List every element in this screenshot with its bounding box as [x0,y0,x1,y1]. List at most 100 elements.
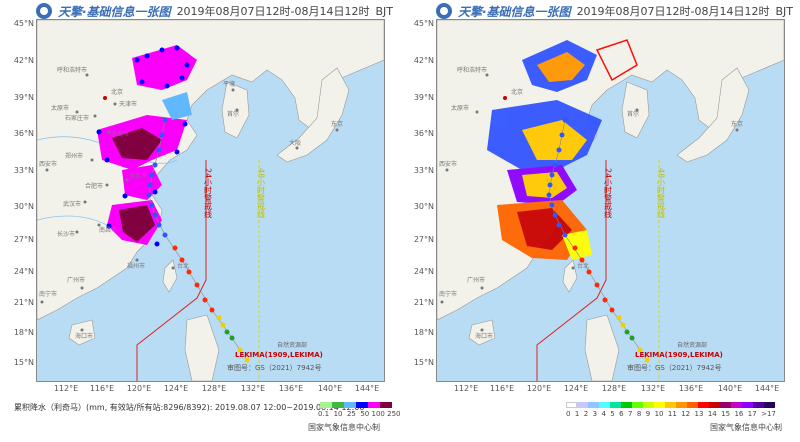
city-label: 东京 [331,120,343,128]
lon-label: 124°E [563,384,589,393]
city-label: 呼和浩特市 [457,66,487,74]
legend-swatch [665,402,676,408]
warning-24h-label: 24小时警戒线 [604,168,613,218]
legend-swatch [742,402,753,408]
credit-left: 国家气象信息中心制 [308,423,380,432]
city-label: 北京 [111,88,123,96]
legend-tick: 10 [333,410,343,418]
timezone: BJT [375,4,394,18]
legend-tick: 1 [574,410,580,418]
legend-swatch [332,402,344,408]
lat-label: 39°N [13,93,34,102]
city-label: 武汉市 [63,200,81,208]
lat-label: 21°N [13,298,34,307]
city-label: 南宁市 [439,290,457,298]
city-label: 首尔 [227,110,239,118]
legend-swatch [709,402,720,408]
lon-label: 116°E [489,384,515,393]
pub-note: 自然资源部 [677,341,707,349]
city-label: 太原市 [51,104,69,112]
legend-tick: 16 [734,410,744,418]
lat-label: 36°N [13,129,34,138]
warning-24h-label: 24小时警戒线 [204,168,213,218]
legend-tick: 6 [619,410,624,418]
lon-label: 132°E [640,384,666,393]
city-label: 北京 [511,88,523,96]
pub-note: 自然资源部 [277,341,307,349]
lat-label: 18°N [413,328,434,337]
lon-label: 124°E [163,384,189,393]
lon-label: 128°E [601,384,627,393]
legend-swatch [320,402,332,408]
city-label: 西安市 [439,160,457,168]
typhoon-label: LEKIMA(1909,LEKIMA) [235,351,323,359]
lat-label: 33°N [13,166,34,175]
lon-label: 132°E [240,384,266,393]
lat-label: 24°N [13,267,34,276]
wind-legend-ticks: 0 1 2 3 4 5 6 7 8 9 10 11 12 13 14 15 16… [566,410,776,418]
legend-swatch [764,402,775,408]
city-label: 太原市 [451,104,469,112]
warning-48h-label: 48小时警戒线 [657,168,666,218]
lon-label: 128°E [201,384,227,393]
precip-legend-ticks: 0.1 10 25 50 100 250 [318,410,400,418]
lat-label: 21°N [413,298,434,307]
city-label: 海口市 [475,332,493,340]
city-label: 呼和浩特市 [57,66,87,74]
precipitation-map[interactable]: 24小时警戒线 48小时警戒线 LEKIMA(1909,LEKIMA) [36,19,385,382]
legend-swatch [676,402,687,408]
credit-right: 国家气象信息中心制 [710,423,782,432]
time-range: 2019年08月07日12时-08月14日12时 [576,5,770,18]
legend-swatch [588,402,599,408]
lat-label: 39°N [413,93,434,102]
legend-tick: 5 [610,410,615,418]
legend-swatch [753,402,764,408]
legend-tick: 8 [636,410,642,418]
wind-map[interactable]: 24小时警戒线 48小时警戒线 LEKIMA(1909,LEKIMA) 自然资源… [436,19,785,382]
legend-tick: 0 [566,410,571,418]
chart-number: 审图号：GS（2021）7942号 [627,363,722,372]
lat-label: 30°N [413,202,434,211]
legend-swatch [380,402,392,408]
city-label: 福州市 [127,262,145,270]
legend-swatch [610,402,621,408]
city-label: 海口市 [75,332,93,340]
city-label: 长沙市 [57,230,75,238]
legend-tick: 25 [346,410,356,418]
city-label: 平壤 [223,80,235,88]
map-canvas: 24小时警戒线 48小时警戒线 LEKIMA(1909,LEKIMA) [37,20,384,381]
legend-tick: 9 [645,410,651,418]
lon-label: 144°E [754,384,780,393]
city-label: 合肥市 [85,182,103,190]
weather-logo-icon [436,3,452,19]
lon-label: 140°E [317,384,343,393]
legend-tick: 14 [707,410,717,418]
legend-tick: 2 [583,410,589,418]
city-label: 大阪 [289,139,301,147]
city-label: 东京 [731,120,743,128]
city-label: 天津市 [119,100,137,108]
lat-label: 45°N [413,19,434,28]
city-label: 济南市 [111,130,129,138]
city-label: 南昌市 [99,226,117,234]
lon-label: 112°E [453,384,479,393]
legend-swatch [344,402,356,408]
city-label: 石家庄市 [65,114,89,122]
brand-title: 天擎·基础信息一张图 [458,4,571,19]
legend-swatch [621,402,632,408]
lat-label: 27°N [413,235,434,244]
city-label: 首尔 [627,110,639,118]
legend-tick: 50 [360,410,370,418]
wind-swath [487,39,638,260]
legend-tick: 12 [681,410,691,418]
lon-label: 120°E [526,384,552,393]
legend-swatch [566,402,577,408]
typhoon-label: LEKIMA(1909,LEKIMA) [635,351,723,359]
legend-swatch [698,402,709,408]
lat-label: 15°N [413,358,434,367]
lon-label: 140°E [717,384,743,393]
legend-swatch [731,402,742,408]
city-label: 台北 [577,262,589,270]
legend-swatch [687,402,698,408]
city-label: 南宁市 [39,290,57,298]
